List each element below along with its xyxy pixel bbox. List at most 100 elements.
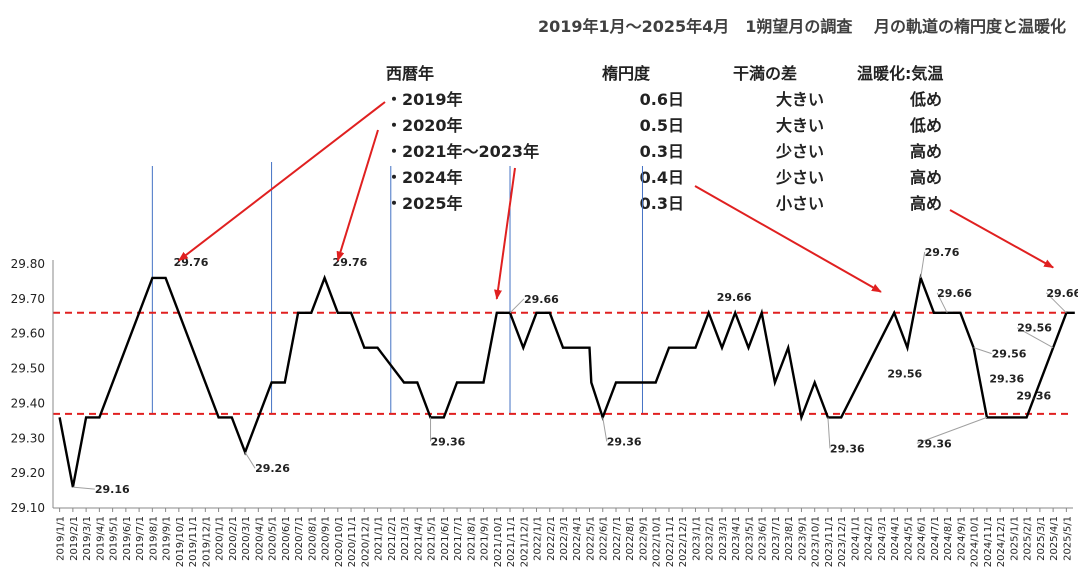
x-tick-label: 2021/2/1 [387, 516, 398, 561]
info-header: 西暦年 [386, 64, 434, 83]
data-label-leader [602, 417, 608, 442]
x-tick-label: 2024/10/1 [970, 516, 981, 567]
info-header: 干満の差 [733, 64, 797, 83]
y-tick-label: 29.80 [11, 257, 45, 271]
x-tick-label: 2021/12/1 [519, 516, 530, 567]
info-cell: 0.6日 [640, 90, 684, 109]
y-tick-label: 29.30 [11, 431, 45, 445]
x-tick-label: 2024/3/1 [877, 516, 888, 561]
x-tick-label: 2022/3/1 [559, 516, 570, 561]
x-tick-label: 2021/8/1 [466, 516, 477, 561]
x-tick-label: 2021/5/1 [427, 516, 438, 561]
data-label: 29.36 [431, 435, 466, 448]
x-tick-label: 2020/10/1 [334, 516, 345, 567]
x-tick-label: 2021/1/1 [374, 516, 385, 561]
x-tick-label: 2023/2/1 [705, 516, 716, 561]
x-tick-label: 2024/5/1 [903, 516, 914, 561]
chart-title: 2019年1月～2025年4月 1朔望月の調査 月の軌道の楕円度と温暖化 [538, 17, 1066, 36]
data-label: 29.66 [717, 291, 752, 304]
reference-lines [53, 311, 1073, 415]
data-label: 29.56 [887, 368, 922, 381]
x-tick-label: 2019/6/1 [122, 516, 133, 561]
x-tick-label: 2019/4/1 [95, 516, 106, 561]
x-axis: 2019/1/1 2019/2/1 2019/3/1 2019/4/1 2019/5/1… [53, 507, 1073, 567]
x-tick-label: 2019/2/1 [69, 516, 80, 561]
x-tick-label: 2019/10/1 [175, 516, 186, 567]
x-tick-label: 2023/11/1 [824, 516, 835, 567]
data-label: 29.36 [607, 435, 642, 448]
x-tick-label: 2019/1/1 [56, 516, 67, 561]
annotation-arrow [336, 129, 379, 262]
x-tick-label: 2024/1/1 [850, 516, 861, 561]
x-tick-label: 2020/11/1 [347, 516, 358, 567]
data-label-leader [973, 347, 992, 355]
data-label: 29.66 [524, 293, 559, 306]
info-header: 温暖化:気温 [856, 64, 943, 83]
x-tick-label: 2024/2/1 [864, 516, 875, 561]
series [58, 273, 1075, 488]
x-tick-label: 2023/4/1 [731, 516, 742, 561]
data-label-leader [827, 417, 831, 449]
x-tick-label: 2021/6/1 [440, 516, 451, 561]
annotation-arrows [178, 101, 1055, 300]
info-cell: ・2020年 [386, 116, 463, 135]
x-tick-label: 2025/5/1 [1062, 516, 1073, 561]
info-cell: 少さい [775, 168, 824, 187]
info-cell: 低め [909, 116, 942, 135]
x-tick-label: 2020/2/1 [228, 516, 239, 561]
x-tick-label: 2020/9/1 [321, 516, 332, 561]
annotation-arrow [178, 101, 386, 262]
x-tick-label: 2022/4/1 [572, 516, 583, 561]
x-tick-label: 2023/12/1 [837, 516, 848, 567]
info-table: 西暦年 楕円度 干満の差 温暖化:気温・2019年 0.6日 大きい 低め・2020年 0.5… [386, 64, 943, 213]
x-tick-label: 2019/12/1 [201, 516, 212, 567]
x-tick-label: 2023/3/1 [718, 516, 729, 561]
x-tick-label: 2019/5/1 [109, 516, 120, 561]
info-cell: 大きい [776, 90, 824, 109]
x-tick-label: 2022/12/1 [678, 516, 689, 567]
info-cell: ・2025年 [386, 194, 463, 213]
x-tick-label: 2020/4/1 [254, 516, 265, 561]
x-tick-label: 2021/3/1 [400, 516, 411, 561]
data-label-leader [509, 298, 525, 314]
x-tick-label: 2020/6/1 [281, 516, 292, 561]
x-tick-label: 2022/1/1 [533, 516, 544, 561]
annotation-arrow [694, 185, 882, 293]
x-tick-label: 2020/8/1 [307, 516, 318, 561]
x-tick-label: 2019/7/1 [135, 516, 146, 561]
y-tick-label: 29.20 [11, 466, 45, 480]
series-line [58, 273, 1075, 488]
x-tick-label: 2020/1/1 [215, 516, 226, 561]
data-label: 29.56 [992, 348, 1027, 361]
info-cell: 0.3日 [640, 194, 684, 213]
x-tick-label: 2020/3/1 [241, 516, 252, 561]
y-tick-label: 29.50 [11, 362, 45, 376]
data-label: 29.36 [917, 437, 952, 450]
x-tick-label: 2023/10/1 [811, 516, 822, 567]
data-label-leader [1046, 292, 1067, 314]
x-tick-label: 2019/3/1 [82, 516, 93, 561]
x-tick-label: 2023/9/1 [797, 516, 808, 561]
info-cell: 低め [909, 90, 942, 109]
data-label-leader [1016, 327, 1054, 349]
x-tick-label: 2022/6/1 [599, 516, 610, 561]
info-cell: 高め [910, 142, 942, 161]
x-tick-label: 2021/10/1 [493, 516, 504, 567]
x-tick-label: 2020/5/1 [268, 516, 279, 561]
info-cell: ・2019年 [386, 90, 463, 109]
info-cell: 0.3日 [640, 142, 684, 161]
x-tick-label: 2022/11/1 [665, 516, 676, 567]
data-label-leaders [72, 251, 1067, 490]
x-tick-label: 2021/11/1 [506, 516, 517, 567]
data-label-leader [936, 292, 948, 314]
y-tick-label: 29.10 [11, 501, 45, 515]
y-axis: 29.10 29.20 29.30 29.40 29.50 29.60 29.70 29.80 [11, 257, 54, 515]
x-tick-label: 2021/9/1 [480, 516, 491, 561]
x-tick-label: 2025/4/1 [1049, 516, 1060, 561]
x-tick-label: 2025/3/1 [1036, 516, 1047, 561]
x-tick-label: 2023/8/1 [784, 516, 795, 561]
x-tick-label: 2020/12/1 [360, 516, 371, 567]
data-label: 29.36 [989, 372, 1024, 385]
x-tick-label: 2022/5/1 [585, 516, 596, 561]
